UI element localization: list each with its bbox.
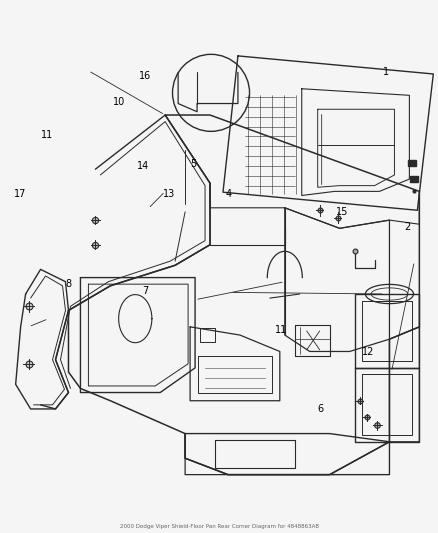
Text: 17: 17 [14, 189, 27, 199]
Text: 7: 7 [141, 286, 148, 296]
Text: 11: 11 [40, 130, 53, 140]
Text: 11: 11 [274, 325, 286, 335]
Text: 6: 6 [316, 403, 322, 414]
Text: 15: 15 [335, 207, 347, 217]
Bar [407, 160, 415, 166]
Text: 1: 1 [382, 67, 388, 77]
Text: 13: 13 [162, 189, 175, 199]
Text: 8: 8 [65, 279, 71, 289]
Text: 10: 10 [113, 98, 125, 107]
Text: 2: 2 [404, 222, 410, 232]
Text: 14: 14 [137, 161, 149, 171]
Text: 16: 16 [139, 71, 151, 81]
Text: 12: 12 [361, 347, 374, 357]
Text: 2000 Dodge Viper Shield-Floor Pan Rear Corner Diagram for 4848863AB: 2000 Dodge Viper Shield-Floor Pan Rear C… [120, 524, 318, 529]
Bar [409, 176, 417, 182]
Text: 4: 4 [225, 189, 231, 199]
Text: 5: 5 [190, 159, 196, 168]
